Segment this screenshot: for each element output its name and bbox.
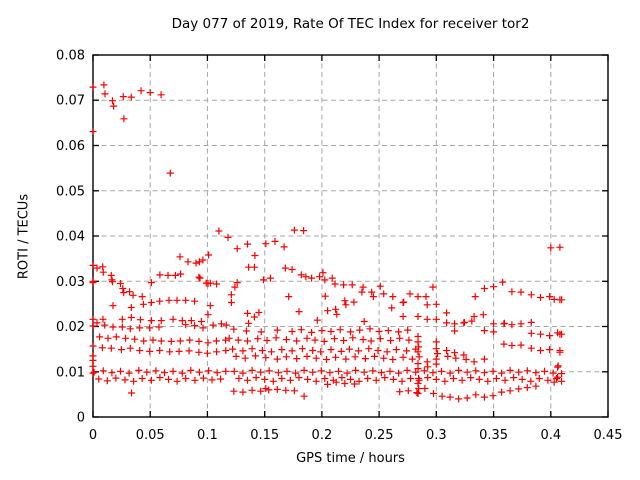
y-tick-label: 0.05 — [56, 184, 85, 199]
y-tick-label: 0.01 — [56, 365, 85, 380]
x-tick-label: 0.45 — [594, 428, 623, 443]
x-tick-label: 0.15 — [250, 428, 279, 443]
x-tick-label: 0 — [89, 428, 97, 443]
x-tick-label: 0.25 — [365, 428, 394, 443]
y-tick-label: 0.07 — [56, 94, 85, 109]
y-tick-label: 0 — [77, 411, 85, 426]
data-points — [89, 81, 566, 403]
x-tick-label: 0.2 — [312, 428, 333, 443]
x-tick-label: 0.4 — [540, 428, 561, 443]
grid-lines — [93, 55, 608, 417]
x-tick-label: 0.05 — [136, 428, 165, 443]
y-tick-label: 0.02 — [56, 320, 85, 335]
x-tick-label: 0.1 — [197, 428, 218, 443]
y-tick-label: 0.04 — [56, 230, 85, 245]
y-tick-label: 0.03 — [56, 275, 85, 290]
axis-tick-labels: 0 0.05 0.1 0.15 0.2 0.25 0.3 0.35 0.4 0.45 0 0.01 0.… — [56, 49, 622, 444]
x-tick-label: 0.35 — [479, 428, 508, 443]
y-tick-label: 0.06 — [56, 139, 85, 154]
y-tick-label: 0.08 — [56, 49, 85, 64]
x-axis-label: GPS time / hours — [296, 451, 405, 466]
x-tick-label: 0.3 — [426, 428, 447, 443]
axis-ticks — [92, 54, 609, 418]
chart-title: Day 077 of 2019, Rate Of TEC Index for r… — [171, 16, 530, 32]
